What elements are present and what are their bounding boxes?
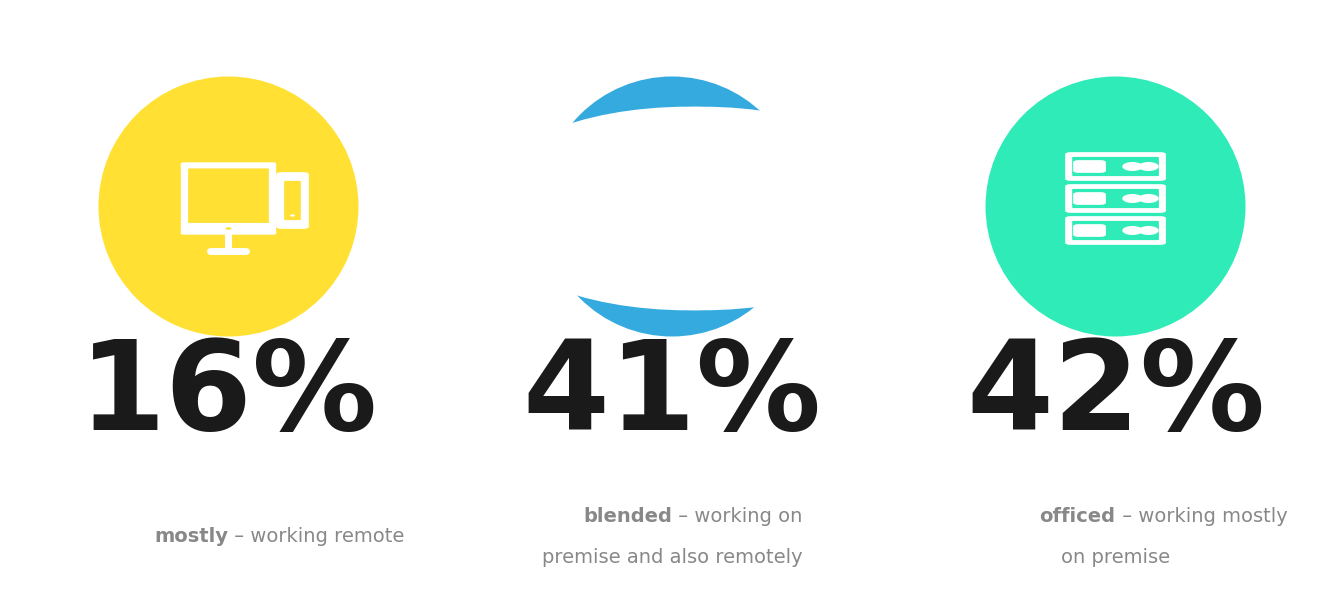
Ellipse shape bbox=[542, 77, 802, 336]
Circle shape bbox=[1122, 226, 1142, 235]
Text: blended: blended bbox=[583, 507, 672, 526]
FancyBboxPatch shape bbox=[633, 214, 711, 231]
Text: 41%: 41% bbox=[523, 335, 821, 456]
Circle shape bbox=[1138, 226, 1159, 235]
Text: 42%: 42% bbox=[966, 335, 1265, 456]
Circle shape bbox=[290, 214, 294, 217]
FancyBboxPatch shape bbox=[636, 217, 668, 228]
Ellipse shape bbox=[98, 77, 359, 336]
Circle shape bbox=[503, 135, 902, 310]
FancyBboxPatch shape bbox=[1073, 192, 1106, 205]
FancyBboxPatch shape bbox=[628, 209, 716, 235]
Text: officed: officed bbox=[1039, 507, 1116, 526]
FancyBboxPatch shape bbox=[628, 182, 716, 207]
FancyBboxPatch shape bbox=[1073, 221, 1159, 240]
Circle shape bbox=[488, 107, 888, 282]
FancyBboxPatch shape bbox=[1066, 184, 1165, 213]
FancyBboxPatch shape bbox=[1073, 157, 1159, 176]
FancyBboxPatch shape bbox=[183, 223, 274, 234]
Circle shape bbox=[1122, 194, 1142, 203]
FancyBboxPatch shape bbox=[181, 162, 276, 235]
FancyBboxPatch shape bbox=[1066, 152, 1165, 181]
Text: premise and also remotely: premise and also remotely bbox=[542, 548, 802, 567]
FancyBboxPatch shape bbox=[1073, 160, 1106, 173]
Text: – working on: – working on bbox=[672, 507, 802, 526]
Text: mostly: mostly bbox=[155, 527, 228, 546]
FancyBboxPatch shape bbox=[636, 189, 668, 200]
Circle shape bbox=[1138, 194, 1159, 203]
FancyBboxPatch shape bbox=[628, 195, 716, 253]
FancyBboxPatch shape bbox=[284, 181, 301, 220]
Circle shape bbox=[1122, 162, 1142, 171]
Text: – working mostly: – working mostly bbox=[1116, 507, 1288, 526]
FancyBboxPatch shape bbox=[1073, 224, 1106, 237]
Circle shape bbox=[503, 107, 902, 282]
Text: – working remote: – working remote bbox=[228, 527, 405, 546]
FancyBboxPatch shape bbox=[276, 172, 309, 229]
Circle shape bbox=[488, 135, 888, 310]
Circle shape bbox=[226, 227, 231, 230]
Ellipse shape bbox=[985, 77, 1246, 336]
FancyBboxPatch shape bbox=[633, 186, 711, 203]
Text: 16%: 16% bbox=[79, 335, 378, 456]
FancyBboxPatch shape bbox=[1066, 216, 1165, 245]
Text: on premise: on premise bbox=[1060, 548, 1171, 567]
Circle shape bbox=[1138, 162, 1159, 171]
FancyBboxPatch shape bbox=[1073, 189, 1159, 208]
FancyBboxPatch shape bbox=[622, 188, 722, 258]
FancyBboxPatch shape bbox=[188, 168, 269, 225]
